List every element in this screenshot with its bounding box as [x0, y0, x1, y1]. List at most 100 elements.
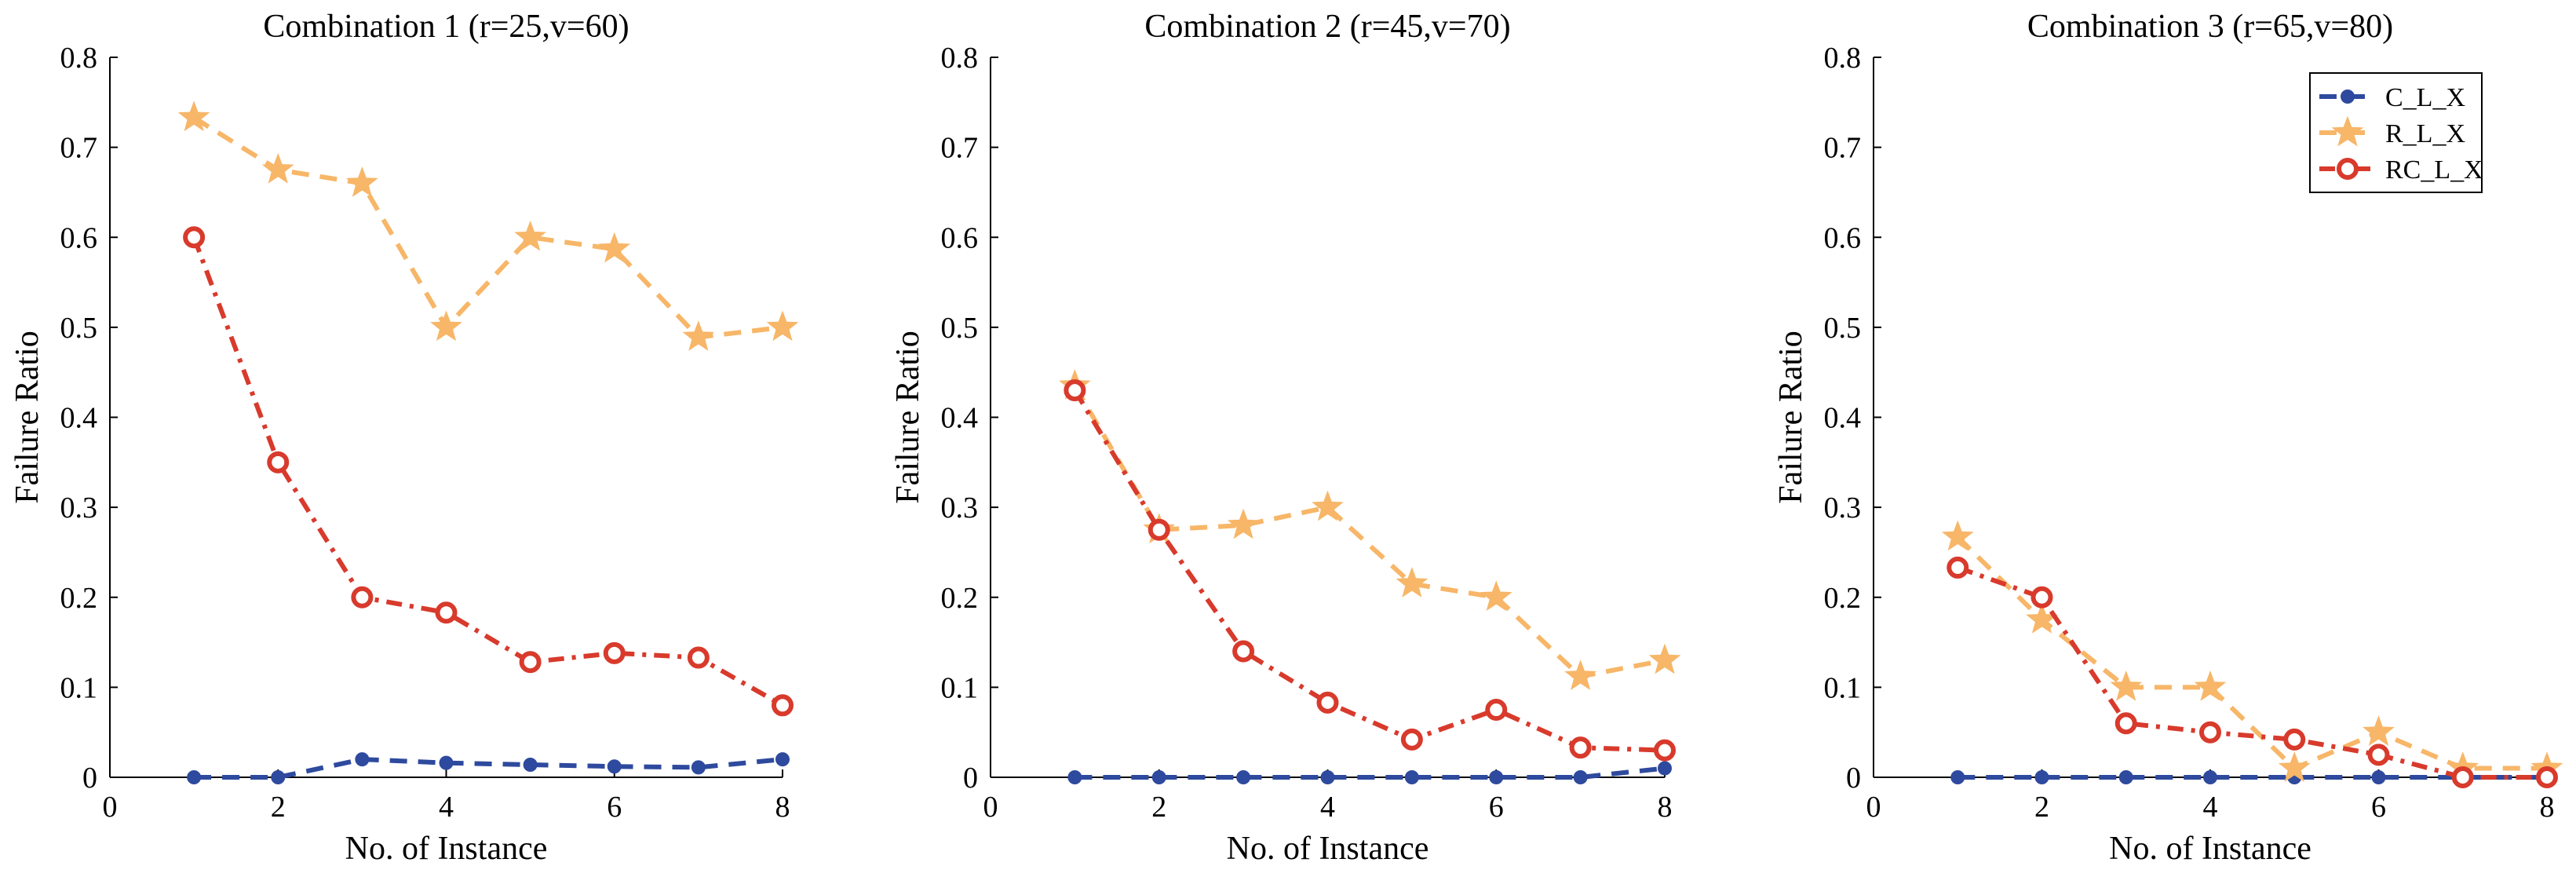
- y-tick-label: 0.2: [941, 582, 979, 615]
- y-tick-label: 0.8: [60, 42, 98, 75]
- R_L_X-point-3: [1227, 508, 1260, 539]
- chart-title: Combination 2 (r=45,v=70): [1144, 9, 1510, 45]
- C_L_X-point-2: [1151, 770, 1166, 784]
- y-axis-title: Failure Ratio: [890, 331, 926, 503]
- R_L_X-point-7: [1564, 660, 1596, 690]
- legend-R_L_X-point-marker: [2331, 115, 2364, 147]
- y-tick-label: 0.1: [1824, 671, 1862, 704]
- C_L_X-point-3: [1236, 770, 1251, 784]
- x-tick-label: 0: [1866, 791, 1881, 824]
- x-tick-label: 0: [983, 791, 998, 824]
- RC_L_X-point-7: [2451, 766, 2474, 788]
- R_L_X-point-6: [598, 232, 631, 263]
- RC_L_X-point-6: [2367, 744, 2390, 766]
- x-tick-label: 6: [1489, 791, 1504, 824]
- y-tick-label: 0.7: [60, 132, 98, 165]
- RC_L_X-point-5: [519, 651, 542, 674]
- RC_L_X-point-6: [1485, 699, 1508, 722]
- R_L_X-point-2: [2026, 602, 2058, 634]
- y-tick-label: 0.6: [1824, 221, 1862, 254]
- R_L_X-line: [192, 115, 783, 340]
- y-tick-label: 0.6: [941, 221, 979, 254]
- RC_L_X-point-2: [2031, 586, 2053, 608]
- y-tick-label: 0.6: [60, 221, 98, 254]
- y-tick-label: 0.8: [941, 42, 979, 75]
- R_L_X-point-4: [1312, 490, 1344, 521]
- x-tick-label: 4: [1320, 791, 1335, 824]
- y-tick-label: 0.8: [1824, 42, 1862, 75]
- y-tick-label: 0: [1846, 762, 1861, 795]
- RC_L_X-point-6: [603, 641, 626, 664]
- C_L_X-point-8: [775, 752, 790, 767]
- RC_L_X-point-4: [1316, 691, 1339, 714]
- series-C_L_X: [1067, 761, 1672, 784]
- legend-label-C_L_X: C_L_X: [2385, 83, 2465, 112]
- C_L_X-point-7: [691, 760, 706, 775]
- C_L_X-point-6: [1489, 770, 1504, 784]
- y-tick-label: 0.2: [1824, 582, 1862, 615]
- y-axis-title: Failure Ratio: [9, 331, 46, 503]
- C_L_X-point-1: [1950, 770, 1965, 784]
- R_L_X-point-4: [430, 310, 462, 342]
- chart-title: Combination 1 (r=25,v=60): [263, 9, 629, 45]
- RC_L_X-point-2: [1148, 518, 1170, 541]
- RC_L_X-point-1: [1947, 556, 1969, 579]
- C_L_X-point-3: [355, 752, 370, 767]
- C_L_X-point-7: [1573, 770, 1588, 784]
- x-axis-title: No. of Instance: [1227, 831, 1429, 867]
- series-RC_L_X: [1064, 379, 1676, 762]
- RC_L_X-point-7: [1569, 736, 1592, 759]
- C_L_X-point-4: [2203, 770, 2217, 784]
- R_L_X-point-6: [1480, 580, 1512, 612]
- legend-label-RC_L_X: RC_L_X: [2385, 155, 2483, 185]
- series-C_L_X: [187, 752, 790, 784]
- R_L_X-point-5: [1396, 567, 1428, 597]
- R_L_X-point-2: [261, 152, 294, 184]
- chart-panel-3: 0 0.1 0.2 0.3 0.4 0.5 0.6 0.7 0.8 0 2 4 6 8 Combinatio…: [1773, 9, 2563, 867]
- C_L_X-point-4: [439, 755, 454, 770]
- series-R_L_X: [1059, 368, 1681, 690]
- x-tick-label: 2: [1151, 791, 1166, 824]
- x-tick-label: 2: [271, 791, 286, 824]
- x-axis-title: No. of Instance: [345, 831, 548, 867]
- RC_L_X-point-4: [435, 601, 458, 624]
- C_L_X-point-8: [1658, 761, 1672, 776]
- y-tick-label: 0.7: [941, 132, 979, 165]
- C_L_X-point-2: [271, 770, 286, 784]
- C_L_X-line: [194, 757, 783, 780]
- y-tick-label: 0.2: [60, 582, 98, 615]
- x-tick-label: 4: [439, 791, 454, 824]
- R_L_X-point-1: [1941, 520, 1974, 551]
- R_L_X-line: [1072, 384, 1666, 679]
- x-tick-label: 6: [607, 791, 622, 824]
- chart-title: Combination 3 (r=65,v=80): [2027, 9, 2393, 45]
- C_L_X-point-5: [1404, 770, 1419, 784]
- y-tick-label: 0.3: [941, 492, 979, 524]
- RC_L_X-point-7: [687, 646, 710, 669]
- y-tick-label: 0.7: [1824, 132, 1862, 165]
- y-axis-title: Failure Ratio: [1773, 331, 1809, 503]
- y-tick-label: 0.5: [60, 312, 98, 345]
- C_L_X-point-6: [2371, 770, 2386, 784]
- R_L_X-point-6: [2363, 715, 2395, 747]
- y-tick-label: 0: [963, 762, 978, 795]
- R_L_X-line: [1956, 535, 2547, 771]
- RC_L_X-line: [192, 236, 784, 707]
- series-RC_L_X: [1947, 556, 2558, 788]
- x-tick-label: 8: [775, 791, 790, 824]
- y-tick-label: 0.4: [941, 402, 979, 435]
- series-R_L_X: [1941, 520, 2563, 782]
- y-tick-label: 0.1: [941, 671, 979, 704]
- y-tick-label: 0.3: [1824, 492, 1862, 524]
- RC_L_X-point-5: [2283, 728, 2306, 751]
- RC_L_X-point-8: [2536, 766, 2558, 788]
- RC_L_X-line: [1072, 389, 1666, 753]
- RC_L_X-point-3: [351, 586, 374, 608]
- R_L_X-point-3: [2110, 670, 2143, 701]
- x-tick-label: 2: [2034, 791, 2049, 824]
- R_L_X-point-5: [514, 220, 546, 251]
- x-tick-label: 4: [2203, 791, 2218, 824]
- x-tick-label: 0: [103, 791, 118, 824]
